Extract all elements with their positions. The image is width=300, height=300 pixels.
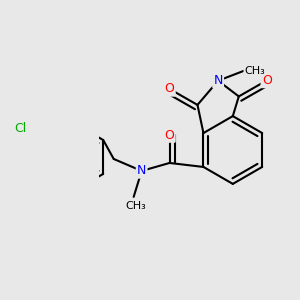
Text: O: O <box>165 82 175 95</box>
Text: N: N <box>213 74 223 87</box>
Text: CH₃: CH₃ <box>244 66 265 76</box>
Text: Cl: Cl <box>14 122 27 135</box>
Text: O: O <box>165 128 175 142</box>
Text: N: N <box>137 164 146 177</box>
Text: O: O <box>262 74 272 87</box>
Text: CH₃: CH₃ <box>125 201 146 211</box>
